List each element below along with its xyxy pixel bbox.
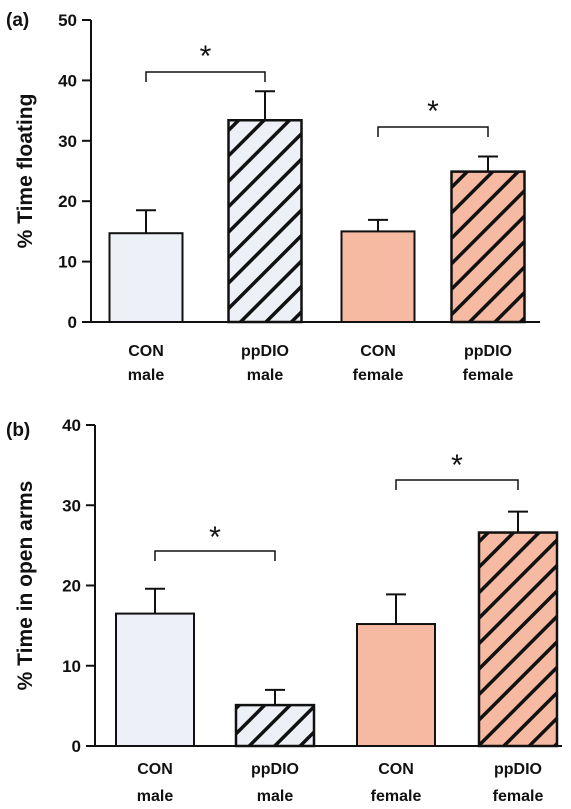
x-category-label: female	[493, 788, 544, 805]
bar-con-female	[356, 623, 436, 748]
bar-hatch-ppdio-female	[480, 533, 556, 745]
x-category-label: male	[128, 367, 165, 384]
y-tick-label: 10	[62, 657, 81, 676]
y-tick-label: 30	[58, 132, 77, 151]
panel-label: (b)	[6, 420, 30, 441]
x-category-label: male	[247, 367, 284, 384]
x-category-label: CON	[378, 761, 414, 778]
significance-bracket	[145, 71, 266, 82]
x-category-label: CON	[137, 761, 173, 778]
x-category-label: ppDIO	[494, 761, 542, 778]
chart-panel-b: (b) % Time in open arms 0 10 20 30 40 CON male pp…	[6, 416, 562, 805]
significance-bracket	[377, 126, 489, 137]
x-category-label: female	[463, 367, 514, 384]
y-tick-label: 20	[58, 192, 77, 211]
significance-bracket	[395, 479, 519, 490]
panel-label: (a)	[6, 10, 29, 31]
significance-star: *	[200, 40, 212, 73]
bar-hatch-ppdio-female	[452, 172, 524, 321]
y-tick-label: 40	[58, 71, 77, 90]
bar-hatch-ppdio-male	[229, 121, 301, 321]
x-category-label: female	[353, 367, 404, 384]
bar-con-male	[115, 612, 195, 748]
x-category-label: ppDIO	[251, 761, 299, 778]
significance-star: *	[209, 521, 221, 554]
x-category-label: female	[371, 788, 422, 805]
significance-star: *	[427, 95, 439, 128]
y-tick-label: 40	[62, 416, 81, 435]
bar-con-male	[108, 232, 184, 324]
y-tick-label: 0	[72, 737, 81, 756]
x-category-label: ppDIO	[464, 343, 512, 360]
bar-hatch-ppdio-male	[237, 706, 313, 745]
x-category-label: CON	[128, 343, 164, 360]
y-tick-label: 20	[62, 577, 81, 596]
chart-panel-a: (a) % Time floating 0 10 20 30 40 50 CON male ppDI…	[6, 10, 540, 384]
x-category-label: CON	[360, 343, 396, 360]
y-axis-title: % Time floating	[14, 94, 37, 249]
y-tick-label: 10	[58, 253, 77, 272]
x-category-label: male	[257, 788, 294, 805]
y-axis-title: % Time in open arms	[14, 481, 37, 691]
y-tick-label: 50	[58, 11, 77, 30]
x-category-label: ppDIO	[241, 343, 289, 360]
x-category-label: male	[137, 788, 174, 805]
significance-bracket	[154, 550, 276, 561]
y-tick-label: 30	[62, 496, 81, 515]
y-tick-label: 0	[68, 313, 77, 332]
significance-star: *	[451, 449, 463, 482]
bar-con-female	[340, 230, 416, 323]
